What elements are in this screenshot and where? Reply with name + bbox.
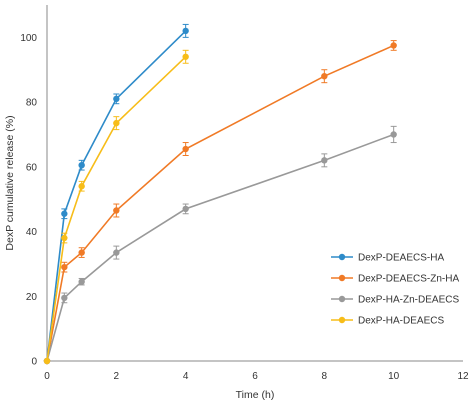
axes: 0 2 4 6 8 10 12 0 20 40 60 80 100 [20,5,469,382]
data-point [61,294,68,302]
x-tick-label: 4 [183,371,189,382]
data-point [182,53,189,60]
legend-label: DexP-HA-DEAECS [358,316,444,327]
data-point [61,234,68,242]
legend-item: DexP-DEAECS-HA [331,253,444,264]
x-tick-label: 2 [114,371,120,382]
x-tick-label: 10 [388,371,400,382]
legend-item: DexP-DEAECS-Zn-HA [331,274,459,285]
data-point [321,157,328,164]
legend-label: DexP-DEAECS-Zn-HA [358,274,459,285]
y-tick-label: 40 [26,227,38,238]
data-point [78,278,85,285]
data-point [182,205,189,213]
data-point [61,263,68,271]
x-axis-title: Time (h) [236,389,275,401]
legend-marker [338,253,346,261]
data-point [182,145,189,153]
data-point [61,210,68,217]
x-tick-label: 6 [252,371,258,382]
y-tick-label: 100 [20,33,37,44]
series-3 [43,49,189,365]
y-tick-label: 80 [26,98,38,109]
series-line [46,44,394,362]
series-layer [43,23,397,365]
data-point [113,95,120,103]
series-2 [43,125,397,365]
y-tick-label: 0 [31,357,37,368]
legend-item: DexP-HA-Zn-DEAECS [331,295,459,306]
data-point [390,131,397,138]
legend-item: DexP-HA-DEAECS [331,316,444,327]
series-line [46,133,394,362]
legend-marker [338,316,346,324]
data-point [113,207,120,214]
y-tick-label: 20 [26,292,38,303]
data-point [78,183,85,190]
legend-label: DexP-DEAECS-HA [358,253,444,264]
data-point [78,162,85,169]
data-point [113,119,120,127]
x-tick-label: 8 [322,371,328,382]
series-0 [43,23,189,365]
data-point [390,42,397,49]
x-tick-labels: 0 2 4 6 8 10 12 [44,371,469,382]
y-tick-labels: 0 20 40 60 80 100 [20,33,37,368]
data-point [182,27,189,35]
data-point [113,249,120,256]
data-point [43,357,51,365]
legend-label: DexP-HA-Zn-DEAECS [358,295,459,306]
series-line [46,30,187,362]
series-1 [43,40,397,365]
legend-marker [338,274,346,282]
x-tick-label: 12 [457,371,469,382]
y-tick-label: 60 [26,162,38,173]
legend-marker [338,295,346,303]
x-tick-label: 0 [44,371,50,382]
legend: DexP-DEAECS-HA DexP-DEAECS-Zn-HA DexP-HA-Z… [331,253,459,327]
data-point [321,73,328,80]
y-axis-title: DexP cumulative release (%) [4,115,16,250]
data-point [78,249,85,256]
